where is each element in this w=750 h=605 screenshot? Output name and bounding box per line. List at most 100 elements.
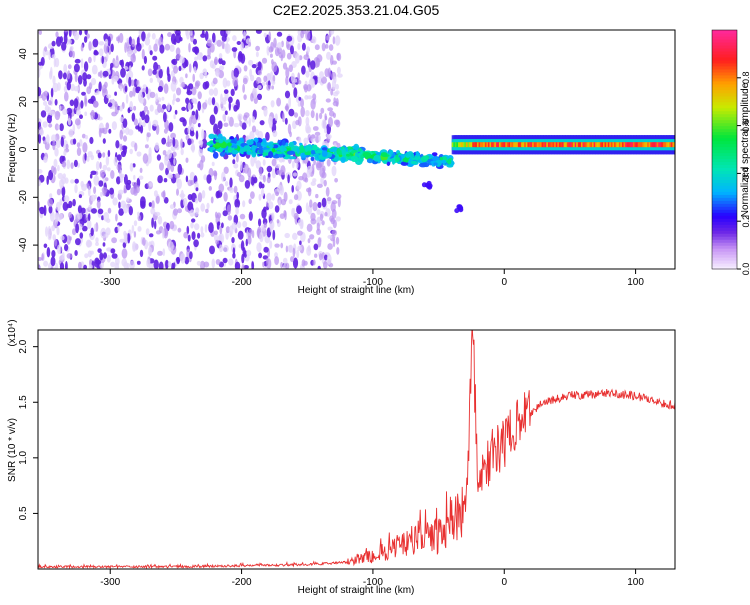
noise-speckle [260, 188, 265, 197]
noise-speckle [91, 64, 98, 75]
noise-speckle [135, 86, 141, 92]
band-blob [340, 157, 346, 163]
noise-speckle [43, 243, 48, 249]
noise-speckle [269, 223, 273, 233]
noise-speckle [99, 252, 104, 261]
colorbar-segment [712, 230, 737, 234]
noise-speckle [251, 230, 255, 239]
noise-speckle [305, 70, 310, 78]
noise-speckle [295, 162, 299, 169]
noise-speckle [317, 216, 321, 223]
noise-speckle [309, 234, 315, 240]
noise-speckle [167, 73, 171, 82]
noise-speckle [305, 110, 310, 117]
noise-speckle [293, 112, 299, 118]
noise-speckle [177, 163, 183, 175]
noise-speckle [104, 38, 109, 46]
noise-speckle [176, 188, 179, 196]
noise-speckle [331, 60, 337, 65]
band-blob [288, 156, 297, 160]
noise-speckle [53, 57, 57, 68]
noise-speckle [231, 47, 238, 52]
noise-speckle [328, 44, 334, 51]
noise-speckle [280, 261, 283, 269]
noise-speckle [65, 143, 69, 150]
noise-speckle [87, 185, 91, 197]
noise-speckle [88, 204, 92, 211]
noise-speckle [119, 86, 123, 92]
noise-speckle [291, 160, 295, 169]
noise-speckle [148, 246, 152, 257]
colorbar-segment [712, 227, 737, 231]
noise-speckle [110, 261, 116, 267]
noise-speckle [101, 186, 108, 194]
band-blob [333, 156, 339, 162]
noise-speckle [142, 153, 149, 164]
noise-speckle [298, 96, 302, 101]
noise-speckle [84, 30, 88, 35]
noise-speckle [324, 115, 328, 121]
noise-speckle [310, 110, 315, 119]
colorbar-segment [712, 71, 737, 76]
noise-speckle [128, 76, 132, 87]
noise-speckle [275, 164, 281, 169]
noise-speckle [129, 100, 133, 111]
colorbar-gradient [712, 30, 737, 270]
noise-speckle [116, 164, 122, 171]
colorbar-segment [712, 182, 737, 186]
colorbar-segment [712, 101, 737, 106]
noise-speckle [251, 64, 257, 69]
noise-speckle [169, 44, 175, 52]
noise-speckle [314, 131, 321, 136]
noise-speckle [196, 260, 201, 266]
noise-speckle [119, 143, 123, 151]
colorbar-segment [712, 203, 737, 207]
band-blob [231, 149, 239, 155]
noise-speckle [122, 118, 128, 128]
noise-speckle [324, 212, 328, 217]
band-blob [346, 153, 350, 157]
noise-speckle [65, 261, 68, 269]
noise-speckle [137, 226, 142, 232]
noise-speckle [157, 175, 163, 184]
noise-speckle [43, 156, 48, 163]
noise-speckle [83, 36, 88, 43]
spectrogram-x-axis-label: Height of straight line (km) [298, 285, 415, 296]
noise-speckle [294, 52, 300, 64]
noise-speckle [124, 85, 128, 93]
noise-speckle [58, 213, 63, 221]
noise-speckle [73, 98, 79, 109]
noise-speckle [335, 90, 340, 95]
noise-speckle [203, 174, 207, 181]
noise-speckle [319, 112, 323, 120]
noise-speckle [310, 134, 316, 139]
noise-speckle [227, 116, 230, 122]
noise-speckle [106, 167, 111, 172]
noise-speckle [84, 94, 87, 105]
noise-speckle [63, 195, 70, 203]
noise-speckle [232, 159, 236, 165]
noise-speckle [51, 250, 56, 258]
noise-speckle [95, 242, 99, 246]
noise-speckle [101, 215, 104, 221]
band-blob [251, 145, 256, 151]
noise-speckle [189, 30, 193, 36]
noise-speckle [248, 117, 251, 127]
noise-speckle [77, 205, 82, 214]
colorbar-segment [712, 266, 737, 270]
noise-speckle [167, 261, 172, 268]
noise-speckle [227, 215, 233, 221]
noise-speckle [185, 97, 190, 105]
band-blob [321, 150, 328, 158]
noise-speckle [317, 237, 322, 248]
noise-speckle [50, 256, 56, 267]
noise-speckle [79, 114, 83, 119]
band-blob [420, 155, 428, 163]
noise-speckle [180, 138, 184, 149]
noise-speckle [198, 140, 204, 145]
noise-speckle [269, 53, 273, 58]
noise-speckle [204, 71, 208, 79]
noise-speckle [107, 36, 111, 47]
noise-speckle [321, 197, 327, 208]
